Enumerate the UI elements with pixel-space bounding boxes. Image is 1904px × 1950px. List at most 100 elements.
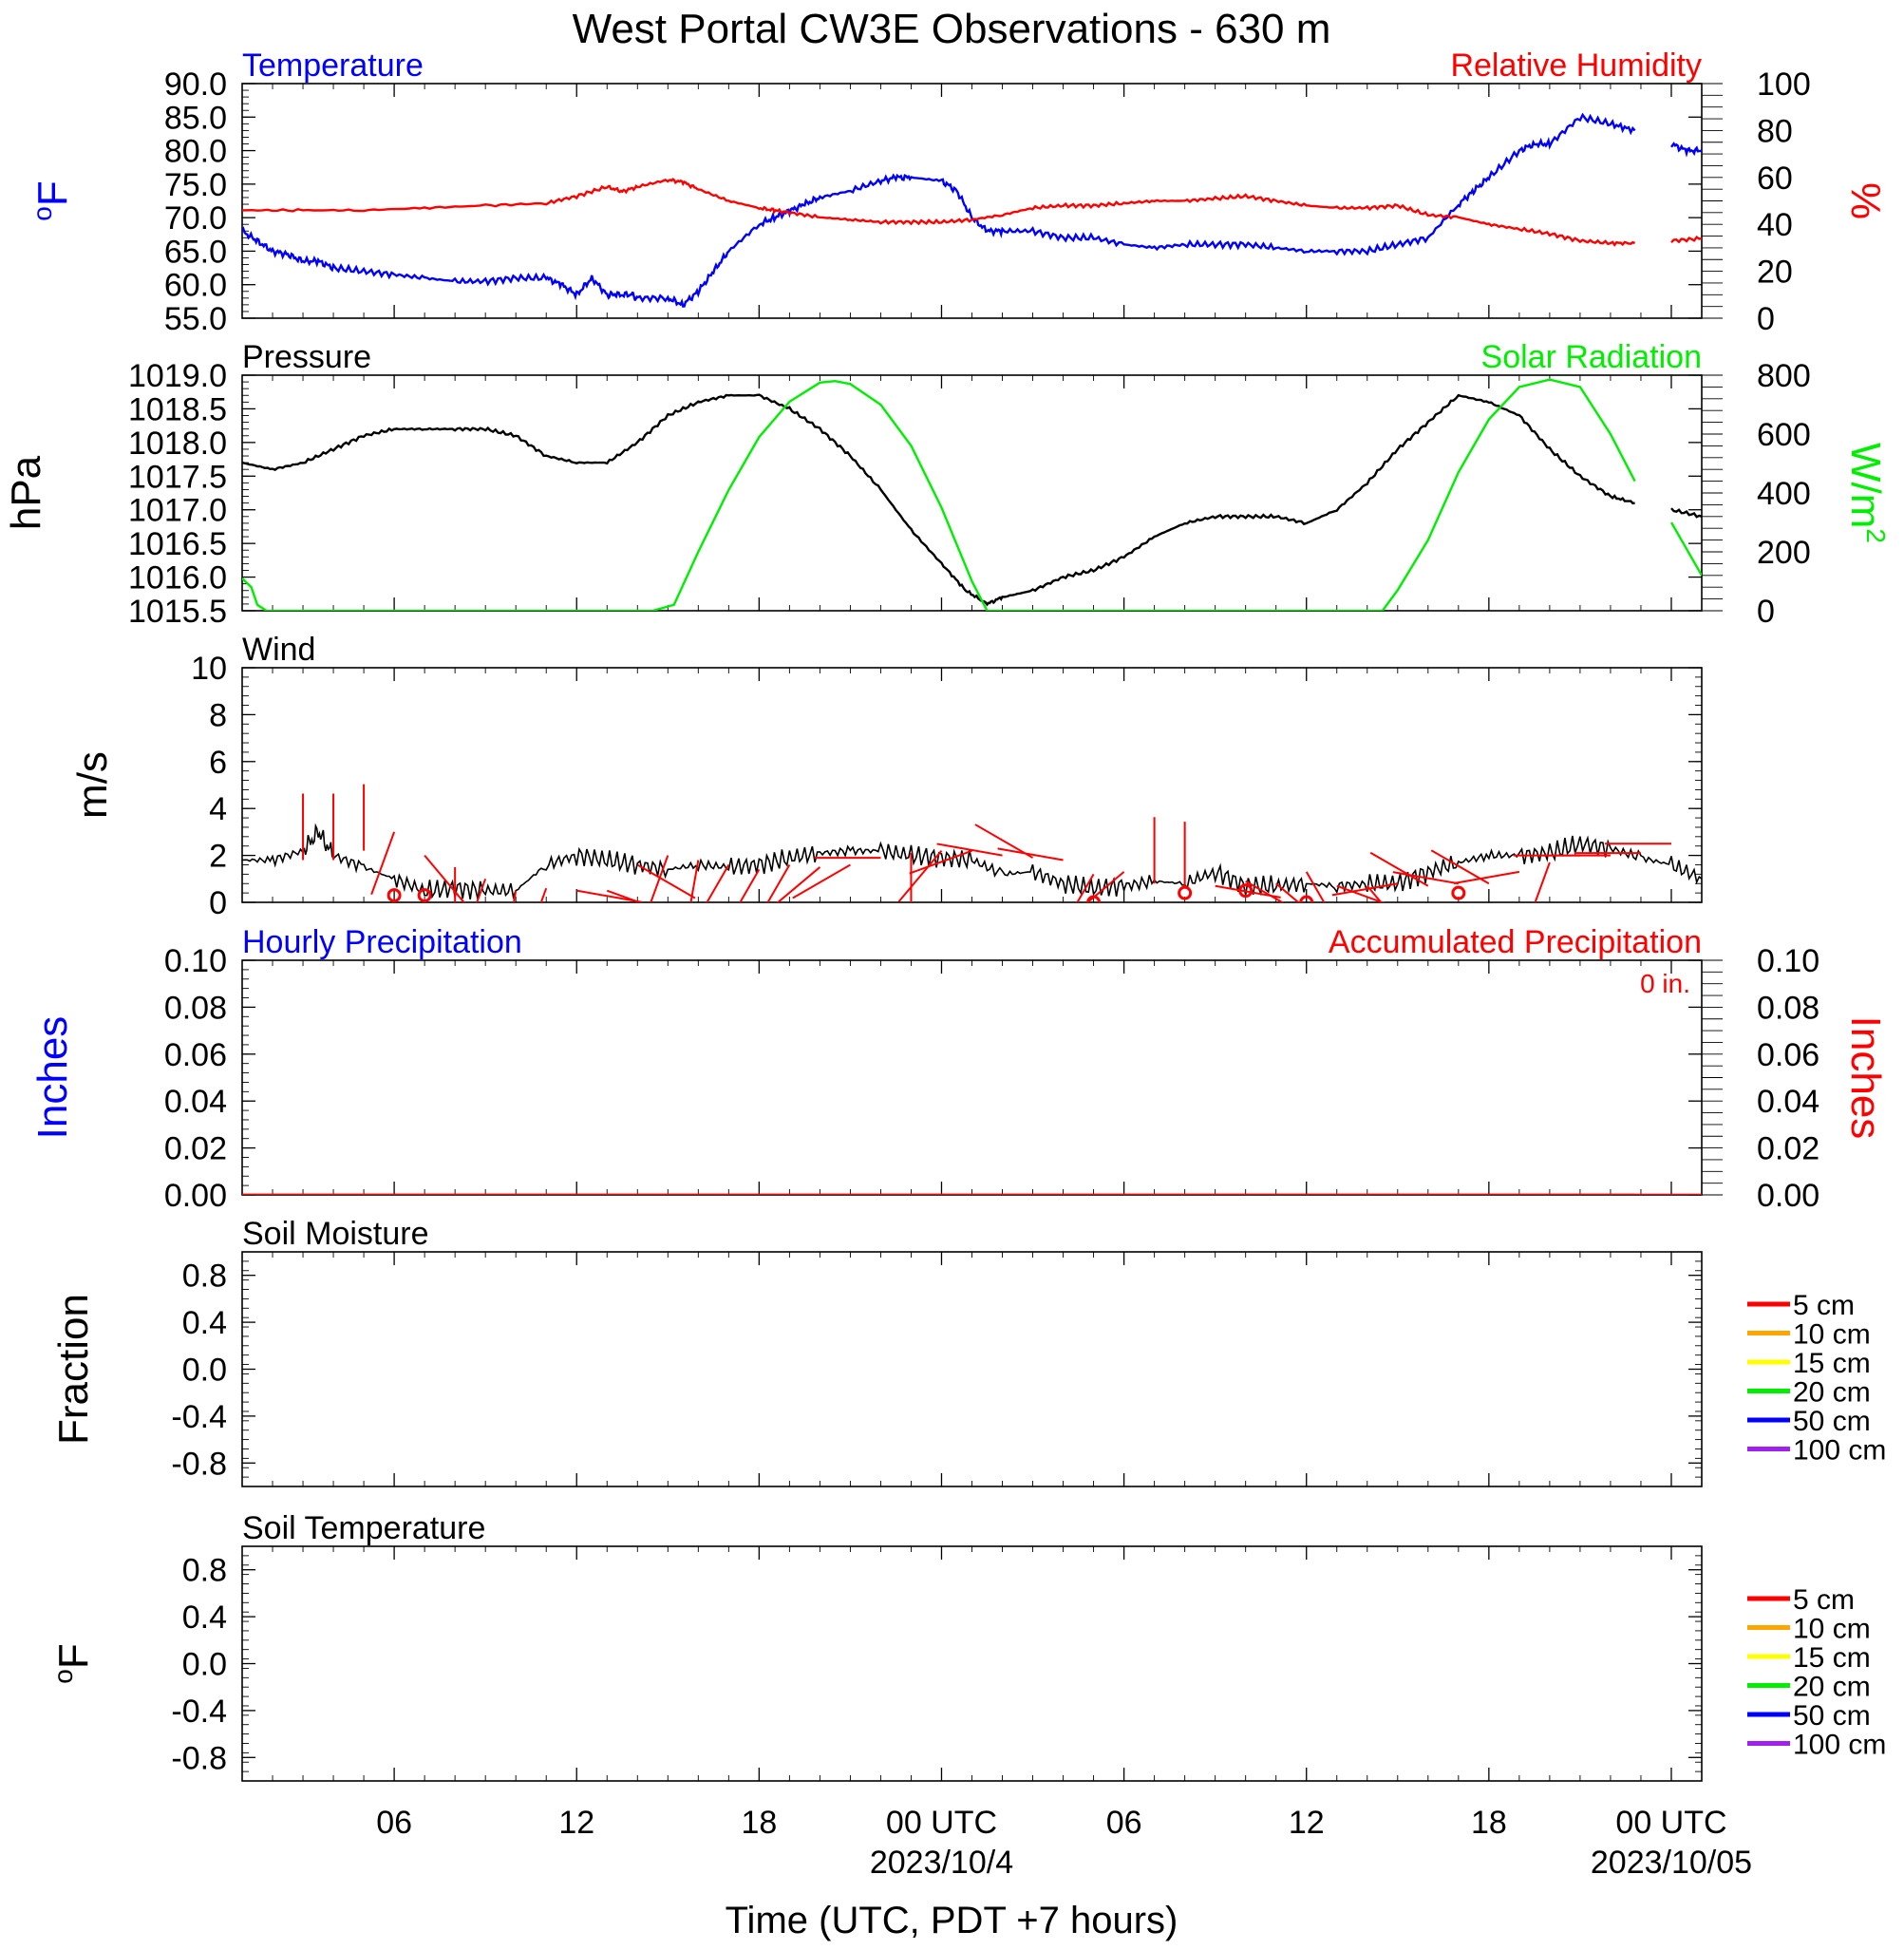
y-tick-label: 0.10 <box>164 943 227 979</box>
panel-title-left: Soil Temperature <box>242 1510 485 1546</box>
x-tick-label: 06 <box>1106 1805 1142 1841</box>
panel-title-right: Accumulated Precipitation <box>1329 924 1702 960</box>
y-tick-label: 0.4 <box>182 1305 227 1341</box>
calm-marker <box>1178 885 1193 900</box>
wind-barb <box>1369 851 1429 887</box>
y-tick-label: 10 <box>191 651 227 687</box>
panel-wind: 10 8 6 4 2 0 Wind m/s <box>69 632 1703 921</box>
calm-marker <box>386 888 402 902</box>
y-right-tick-label: 80 <box>1757 113 1793 149</box>
wind-barb <box>897 850 943 902</box>
legend-label: 5 cm <box>1793 1584 1855 1616</box>
y-right-tick-label: 0.08 <box>1757 990 1819 1026</box>
wind-barb <box>776 866 821 902</box>
y-tick-label: 0 <box>209 885 227 921</box>
y-tick-label: 6 <box>209 745 227 781</box>
y-tick-label: 65.0 <box>164 234 227 270</box>
y-tick-label: 0.8 <box>182 1553 227 1589</box>
y-axis-title: Fraction <box>50 1294 97 1445</box>
series-group <box>242 784 1702 902</box>
y-tick-label: 85.0 <box>164 100 227 136</box>
y-tick-label: 0.06 <box>164 1037 227 1073</box>
wind-barb <box>370 831 396 896</box>
wind-barb <box>476 878 487 902</box>
wind-barb <box>1367 885 1383 902</box>
panel-title-left: Soil Moisture <box>242 1216 429 1252</box>
legend-label: 10 cm <box>1793 1614 1871 1645</box>
panel-title-right: Relative Humidity <box>1450 47 1702 84</box>
legend-label: 15 cm <box>1793 1642 1871 1674</box>
wind-barb <box>650 855 669 902</box>
y-tick-label: 0.0 <box>182 1353 227 1389</box>
wind-barb <box>1392 871 1460 885</box>
panel-title-right: Solar Radiation <box>1481 339 1702 375</box>
wind-barb <box>1534 861 1551 902</box>
legend-label: 20 cm <box>1793 1672 1871 1703</box>
x-date-label: 2023/10/4 <box>870 1845 1013 1881</box>
y-tick-label: 2 <box>209 839 227 875</box>
plot-frame <box>241 1545 1703 1782</box>
legend-label: 20 cm <box>1793 1377 1871 1409</box>
y-right-tick-label: 0.02 <box>1757 1131 1819 1167</box>
y-tick-label: -0.8 <box>171 1740 227 1776</box>
y-right-tick-label: 40 <box>1757 207 1793 243</box>
y-tick-label: 1016.5 <box>128 526 227 562</box>
wind-barb <box>997 847 1064 861</box>
panel-precip: 0.10 0.08 0.06 0.04 0.02 0.00 0.10 0.08 0.06 0.04… <box>29 924 1889 1214</box>
calm-marker <box>1238 883 1254 899</box>
y-tick-label: 60.0 <box>164 268 227 304</box>
x-tick-label: 00 UTC <box>1615 1805 1726 1841</box>
wind-barb <box>766 863 791 902</box>
y-axis-title: oF <box>28 180 76 220</box>
x-date-label: 2023/10/05 <box>1591 1845 1752 1881</box>
y-tick-label: 0.8 <box>182 1259 227 1295</box>
legend-label: 50 cm <box>1793 1700 1871 1732</box>
wind-barb <box>706 863 730 902</box>
y-tick-label: 1019.0 <box>128 358 227 394</box>
y-tick-label: 1017.5 <box>128 459 227 495</box>
legend-label: 100 cm <box>1793 1435 1886 1467</box>
y-right-tick-label: 0.04 <box>1757 1084 1819 1120</box>
wind-barb <box>539 887 548 902</box>
wind-barb <box>1336 884 1386 902</box>
series-solar-radiation <box>242 378 1702 611</box>
y-tick-label: 0.0 <box>182 1647 227 1683</box>
panel-pressure_solar: 1019.01018.51018.01017.51017.01016.51016… <box>3 339 1891 630</box>
y-right-tick-label: 20 <box>1757 255 1793 291</box>
x-tick-label: 12 <box>1289 1805 1325 1841</box>
y-tick-label: 8 <box>209 697 227 733</box>
plot-frame <box>241 959 1703 1196</box>
panel-title-left: Hourly Precipitation <box>242 924 522 960</box>
wind-barb <box>689 860 700 902</box>
calm-marker <box>1451 885 1466 900</box>
y-right-tick-label: 100 <box>1757 66 1811 103</box>
legend-label: 100 cm <box>1793 1730 1886 1761</box>
calm-marker <box>1299 895 1314 902</box>
y-tick-label: 0.08 <box>164 990 227 1026</box>
y-tick-label: 1016.0 <box>128 560 227 596</box>
calm-marker <box>417 888 432 902</box>
panel-soil_moisture: 0.8 0.4 0.0 -0.4 -0.8 Soil Moisture Fraction 5 … <box>50 1216 1886 1487</box>
y-axis-title: Inches <box>29 1016 76 1140</box>
wind-barb <box>424 854 465 902</box>
chart-title: West Portal CW3E Observations - 630 m <box>573 6 1331 52</box>
wind-barb <box>1245 880 1285 902</box>
y-right-tick-label: 0.06 <box>1757 1037 1819 1073</box>
x-tick-label: 00 UTC <box>886 1805 997 1841</box>
y-tick-label: 0.00 <box>164 1178 227 1214</box>
y-right-axis-title: Inches <box>1842 1016 1889 1140</box>
wind-barb <box>909 849 972 875</box>
series-pressure <box>242 393 1702 607</box>
plot-frame <box>241 374 1703 612</box>
y-right-tick-label: 200 <box>1757 535 1811 571</box>
y-tick-label: 4 <box>209 791 227 827</box>
y-right-tick-label: 0.10 <box>1757 943 1819 979</box>
series-group <box>242 112 1702 308</box>
wind-barb <box>792 863 851 899</box>
y-tick-label: 70.0 <box>164 200 227 237</box>
series-group <box>242 378 1702 611</box>
legend-label: 10 cm <box>1793 1319 1871 1351</box>
series-wind <box>242 823 1702 900</box>
